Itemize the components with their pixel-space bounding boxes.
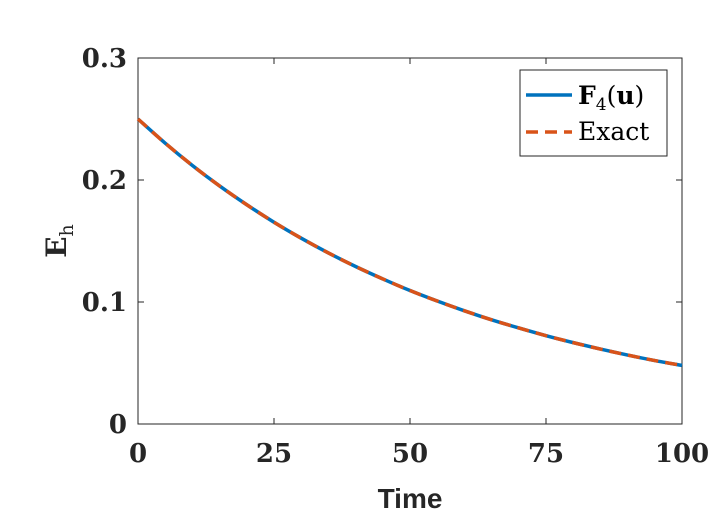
tick-marks [137, 57, 683, 425]
y-tick-label: 0.3 [82, 44, 127, 74]
legend: F4(u) Exact [519, 69, 668, 157]
y-tick-labels: 0 0.1 0.2 0.3 [82, 44, 127, 440]
series-line-1 [136, 117, 683, 368]
legend-entry-f4: F4(u) [578, 81, 644, 115]
y-tick-label: 0.1 [82, 288, 127, 318]
x-tick-label: 0 [129, 439, 147, 469]
legend-entry-exact: Exact [578, 117, 649, 146]
y-axis-title-main: E [40, 236, 73, 257]
x-tick-label: 25 [256, 439, 292, 469]
y-axis-title-sub: h [56, 224, 78, 236]
svg-text:Eh: Eh [40, 224, 78, 258]
y-axis-title: Eh [40, 224, 78, 258]
x-tick-labels: 0 25 50 75 100 [129, 439, 709, 469]
y-tick-label: 0 [109, 410, 127, 440]
y-tick-label: 0.2 [82, 166, 127, 196]
x-tick-label: 50 [392, 439, 428, 469]
x-axis-title: Time [378, 483, 443, 514]
x-tick-label: 100 [655, 439, 709, 469]
legend-box [519, 69, 668, 157]
series-layer [136, 117, 683, 368]
x-tick-label: 75 [528, 439, 564, 469]
